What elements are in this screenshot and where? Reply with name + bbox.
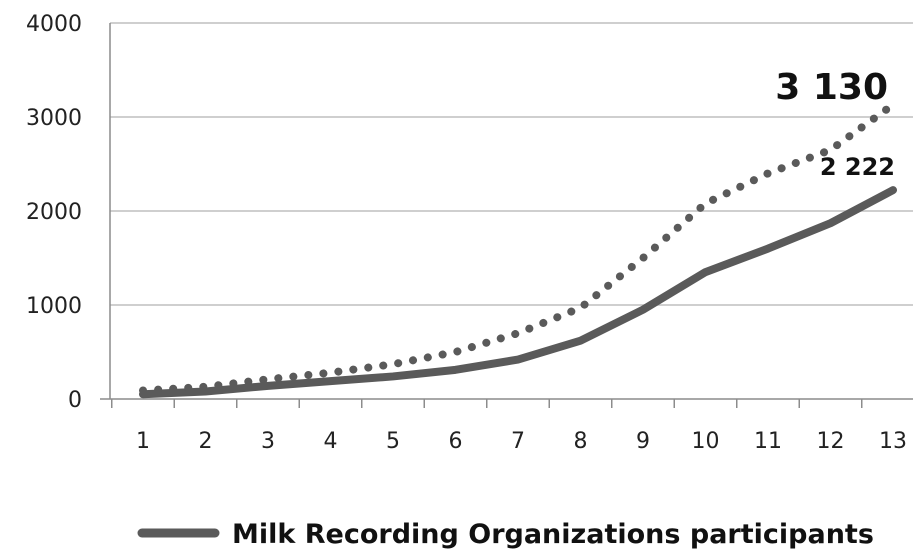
x-tick-label: 5 (386, 429, 400, 454)
x-tick-label: 7 (511, 429, 525, 454)
x-tick-label: 1 (136, 429, 150, 454)
x-tick-label: 12 (817, 429, 845, 454)
series-solid-line (139, 186, 897, 399)
x-tick-label: 11 (754, 429, 782, 454)
x-tick-label: 13 (879, 429, 907, 454)
x-tick-label: 10 (692, 429, 720, 454)
y-tick-label: 0 (68, 388, 82, 413)
series-layer (139, 100, 897, 399)
x-tick-label: 9 (636, 429, 650, 454)
data-label: 3 130 (775, 67, 888, 108)
legend: Milk Recording Organizations participant… (137, 519, 874, 550)
data-label: 2 222 (820, 153, 895, 181)
y-tick-label: 3000 (26, 106, 82, 131)
y-tick-label: 4000 (26, 12, 82, 37)
y-tick-label: 2000 (26, 200, 82, 225)
series-dotted-line (139, 100, 897, 395)
x-tick-label: 4 (324, 429, 338, 454)
x-tick-label: 8 (574, 429, 588, 454)
x-tick-label: 6 (449, 429, 463, 454)
label-layer: 3 130 2 222 (775, 67, 895, 181)
x-tick-label: 3 (261, 429, 275, 454)
legend-label: Milk Recording Organizations participant… (232, 519, 874, 550)
y-tick-label: 1000 (26, 294, 82, 319)
grid-layer (110, 22, 913, 306)
x-tick-label: 2 (199, 429, 213, 454)
